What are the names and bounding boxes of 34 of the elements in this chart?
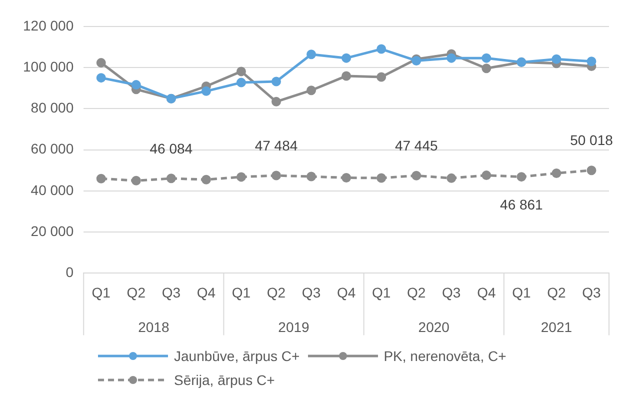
data-label: 47 484 — [254, 137, 298, 154]
legend-label: Jaunbūve, ārpus C+ — [174, 348, 300, 364]
y-tick-label: 0 — [66, 264, 74, 280]
x-tick-label: Q3 — [162, 284, 181, 300]
data-label: 47 445 — [394, 137, 438, 154]
x-tick-label: Q2 — [407, 284, 426, 300]
x-tick-label: Q2 — [547, 284, 566, 300]
data-label: 50 018 — [570, 132, 614, 148]
y-tick-label: 20 000 — [30, 222, 74, 239]
text: 2021 — [540, 319, 572, 336]
text: 2020 — [418, 319, 450, 336]
text: 2018 — [138, 319, 170, 336]
x-tick-label: Q2 — [126, 284, 146, 300]
y-tick-label: 100 000 — [22, 58, 74, 74]
y-tick-label: 60 000 — [30, 140, 74, 157]
x-tick-label: Q4 — [477, 284, 496, 300]
text: 2019 — [278, 319, 310, 336]
y-tick-label: 80 000 — [30, 100, 74, 116]
x-tick-label: Q1 — [92, 284, 111, 300]
x-tick-label: Q3 — [442, 284, 461, 300]
x-tick-label: Q3 — [582, 284, 602, 300]
x-tick-label: Q3 — [302, 284, 321, 300]
y-tick-label: 120 000 — [22, 17, 74, 34]
x-tick-label: Q1 — [512, 284, 531, 300]
x-tick-label: Q2 — [266, 284, 286, 300]
legend-label: PK, nerenovēta, C+ — [384, 348, 506, 364]
legend-label: Sērija, ārpus C+ — [174, 372, 275, 388]
x-tick-label: Q4 — [336, 284, 356, 300]
x-tick-label: Q1 — [232, 284, 251, 300]
x-tick-label: Q1 — [372, 284, 391, 300]
data-label: 46 084 — [150, 140, 193, 156]
y-tick-label: 40 000 — [30, 182, 74, 198]
x-tick-label: Q4 — [196, 284, 216, 300]
data-label: 46 861 — [500, 196, 544, 213]
